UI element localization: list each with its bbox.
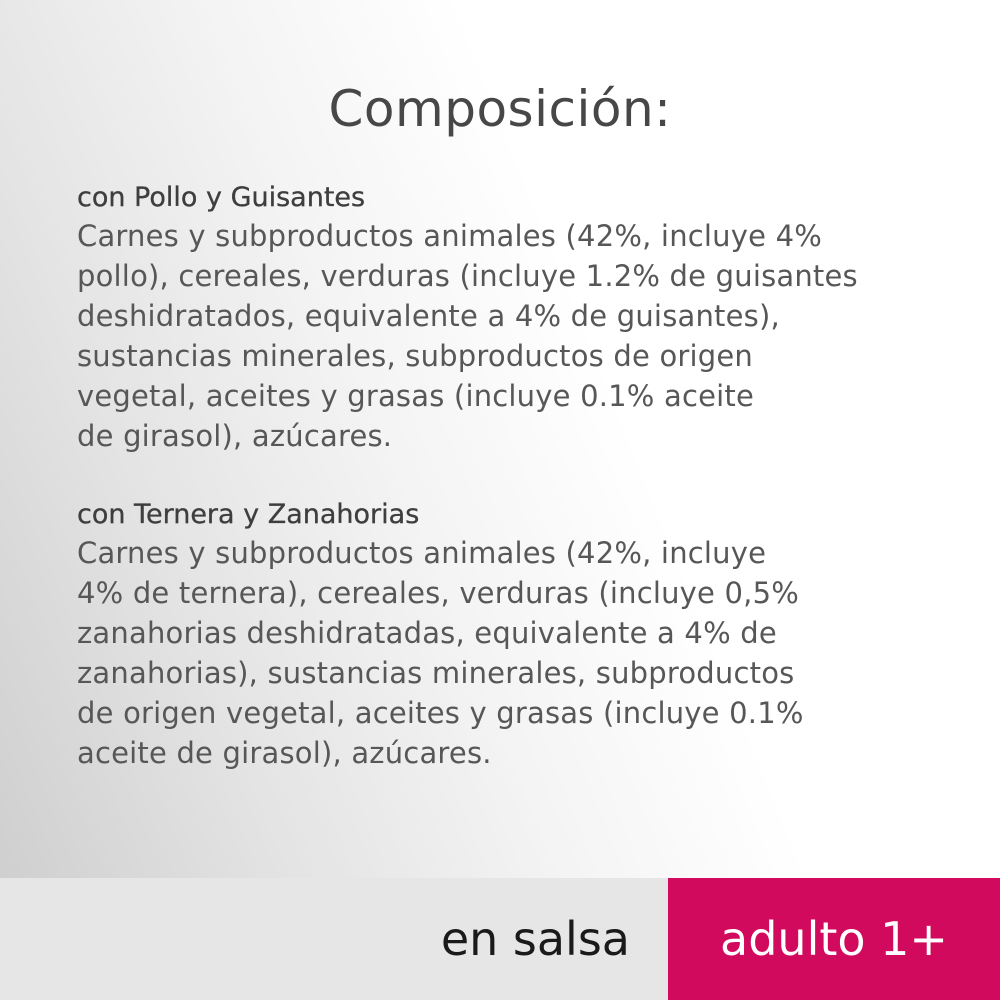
ingredient-line: Carnes y subproductos animales (42%, inc… — [77, 219, 822, 253]
age-badge-label: adulto 1+ — [720, 912, 948, 966]
ingredient-line: vegetal, aceites y grasas (incluye 0.1% … — [77, 379, 755, 413]
section-heading: con Pollo y Guisantes — [77, 182, 366, 213]
composition-panel: Composición: con Pollo y Guisantes Carne… — [0, 0, 1000, 878]
ingredient-line: aceite de girasol), azúcares. — [77, 736, 492, 770]
age-badge: adulto 1+ — [668, 878, 1000, 1000]
ingredient-line: de girasol), azúcares. — [77, 419, 393, 453]
section-ternera-zanahorias: con Ternera y Zanahorias Carnes y subpro… — [77, 497, 957, 773]
ingredient-line: pollo), cereales, verduras (incluye 1.2%… — [77, 259, 858, 293]
ingredient-line: de origen vegetal, aceites y grasas (inc… — [77, 696, 804, 730]
ingredient-line: Carnes y subproductos animales (42%, inc… — [77, 536, 767, 570]
footer-bar: en salsa adulto 1+ — [0, 878, 1000, 1000]
section-pollo-guisantes: con Pollo y Guisantes Carnes y subproduc… — [77, 180, 957, 456]
en-salsa-label: en salsa — [440, 912, 630, 966]
ingredient-line: zanahorias deshidratadas, equivalente a … — [77, 616, 777, 650]
ingredient-line: 4% de ternera), cereales, verduras (incl… — [77, 576, 799, 610]
section-heading: con Ternera y Zanahorias — [77, 499, 420, 530]
ingredient-line: zanahorias), sustancias minerales, subpr… — [77, 656, 795, 690]
ingredient-line: deshidratados, equivalente a 4% de guisa… — [77, 299, 780, 333]
page-title: Composición: — [328, 80, 672, 138]
ingredient-line: sustancias minerales, subproductos de or… — [77, 339, 754, 373]
